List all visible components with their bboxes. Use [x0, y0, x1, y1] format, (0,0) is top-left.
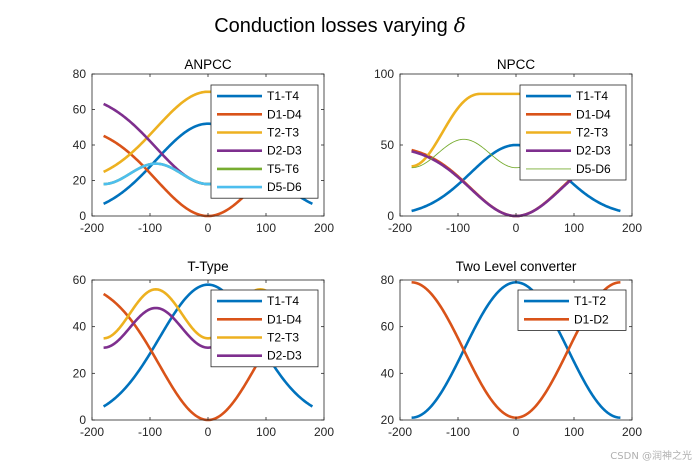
x-tick-label: -100	[138, 425, 162, 439]
legend-label: T2-T3	[267, 331, 299, 345]
y-tick-label: 60	[73, 273, 87, 287]
x-tick-label: -100	[446, 425, 470, 439]
series-line-t1-t4	[102, 283, 314, 408]
panel-t-type: T-Type -200 -100 0 100 2000204060T1-T4D1-D4T…	[73, 259, 335, 439]
figure-title-text: Conduction losses varying	[214, 15, 447, 37]
legend-label: D1-D2	[574, 312, 609, 326]
legend-label: T2-T3	[267, 126, 299, 140]
legend-box	[210, 289, 319, 368]
y-tick-label: 50	[381, 138, 395, 152]
legend-label: D1-D4	[267, 312, 302, 326]
x-tick-label: 100	[256, 425, 276, 439]
figure-title: Conduction losses varying δ	[214, 13, 466, 37]
y-tick-label: 0	[387, 209, 394, 223]
y-tick-label: 0	[79, 209, 86, 223]
x-tick-label: 200	[314, 221, 334, 235]
figure-title-symbol: δ	[454, 13, 466, 37]
x-tick-label: 0	[205, 221, 212, 235]
legend-label: D2-D3	[576, 144, 611, 158]
x-tick-label: 0	[513, 425, 520, 439]
panel-title: NPCC	[497, 57, 536, 72]
y-tick-label: 40	[381, 366, 395, 380]
y-tick-label: 60	[73, 103, 87, 117]
x-tick-label: -200	[80, 221, 104, 235]
legend-label: T1-T4	[576, 89, 608, 103]
x-tick-label: 100	[256, 221, 276, 235]
y-tick-label: 60	[381, 320, 395, 334]
panel-title: T-Type	[187, 259, 228, 274]
y-tick-label: 0	[79, 413, 86, 427]
legend-label: T1-T4	[267, 89, 299, 103]
legend-label: T1-T2	[574, 294, 606, 308]
legend-label: T2-T3	[576, 126, 608, 140]
y-tick-label: 80	[381, 273, 395, 287]
legend: T1-T4 D1-D4 T2-T3 D2-D3 D5-D6	[519, 84, 627, 181]
x-tick-label: -100	[138, 221, 162, 235]
x-tick-label: 0	[513, 221, 520, 235]
legend-box	[517, 289, 627, 331]
y-tick-label: 40	[73, 320, 87, 334]
x-tick-label: -200	[388, 425, 412, 439]
x-tick-label: -100	[446, 221, 470, 235]
x-tick-label: -200	[388, 221, 412, 235]
x-tick-label: 200	[314, 425, 334, 439]
watermark: CSDN @润神之光	[610, 449, 692, 462]
y-tick-label: 20	[381, 413, 395, 427]
legend-label: D5-D6	[267, 180, 302, 194]
panel-title: ANPCC	[184, 57, 232, 72]
panel-title: Two Level converter	[456, 259, 577, 274]
y-tick-label: 20	[73, 366, 87, 380]
x-tick-label: 0	[205, 425, 212, 439]
y-tick-label: 80	[73, 67, 87, 81]
legend: T1-T4 D1-D4 T2-T3 D2-D3	[210, 289, 319, 368]
x-tick-label: 100	[564, 221, 584, 235]
legend-label: D2-D3	[267, 349, 302, 363]
legend-label: D5-D6	[576, 162, 611, 176]
panel-anpcc: ANPCC -200 -100 0 100 200 0 20 40 60 80 T1-T4 D1-D4…	[73, 57, 335, 235]
panel-npcc: NPCC -200 -100 0 100 200 0 50 100 T1-T4 D1-D4 T2-T…	[374, 57, 642, 235]
y-tick-label: 100	[374, 67, 394, 81]
legend-label: D1-D4	[267, 107, 302, 121]
legend: T1-T2 D1-D2	[517, 289, 627, 331]
series-line-t1-t4	[411, 143, 621, 213]
legend-label: T1-T4	[267, 294, 299, 308]
legend-box	[210, 84, 319, 199]
legend-label: T5-T6	[267, 162, 299, 176]
x-tick-label: 200	[622, 221, 642, 235]
x-tick-label: 200	[622, 425, 642, 439]
x-tick-label: -200	[80, 425, 104, 439]
x-tick-label: 100	[564, 425, 584, 439]
y-tick-label: 40	[73, 138, 87, 152]
panel-two-level-converter: Two Level converter -200 -100 0 100 200 20 40 6…	[381, 259, 643, 439]
legend-label: D2-D3	[267, 144, 302, 158]
y-tick-label: 20	[73, 174, 87, 188]
legend-label: D1-D4	[576, 107, 611, 121]
legend: T1-T4 D1-D4 T2-T3 D2-D3 T5-T6 D5-D6	[210, 84, 319, 199]
